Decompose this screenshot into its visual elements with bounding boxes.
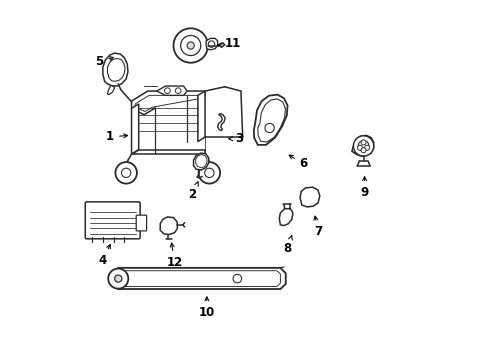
Circle shape (180, 36, 201, 55)
Polygon shape (102, 53, 128, 86)
Polygon shape (193, 153, 208, 170)
Polygon shape (257, 99, 285, 142)
Polygon shape (160, 217, 177, 234)
Circle shape (115, 162, 137, 184)
Polygon shape (279, 209, 292, 226)
Text: 6: 6 (288, 155, 307, 170)
Text: 5: 5 (95, 55, 113, 68)
Circle shape (198, 162, 220, 184)
Circle shape (357, 140, 368, 151)
Polygon shape (131, 104, 139, 154)
Circle shape (187, 42, 194, 49)
Polygon shape (351, 135, 373, 156)
Polygon shape (107, 58, 125, 81)
Circle shape (173, 28, 207, 63)
Text: 11: 11 (218, 37, 241, 50)
Circle shape (360, 148, 366, 153)
Polygon shape (118, 271, 280, 287)
Circle shape (208, 41, 214, 47)
Circle shape (233, 274, 241, 283)
Circle shape (364, 145, 369, 150)
Text: 12: 12 (166, 243, 183, 269)
Polygon shape (195, 154, 206, 168)
Circle shape (353, 136, 373, 156)
Text: 9: 9 (360, 177, 368, 199)
Polygon shape (131, 149, 204, 154)
Circle shape (360, 140, 366, 145)
Polygon shape (253, 95, 287, 145)
Circle shape (264, 123, 274, 133)
Text: 3: 3 (228, 132, 243, 145)
Text: 1: 1 (106, 130, 127, 144)
Polygon shape (135, 95, 198, 112)
Polygon shape (113, 268, 285, 289)
Text: 10: 10 (198, 297, 215, 319)
Polygon shape (156, 86, 187, 95)
Text: 4: 4 (99, 244, 110, 267)
Circle shape (108, 269, 128, 289)
Polygon shape (217, 114, 224, 131)
Polygon shape (107, 86, 115, 95)
FancyBboxPatch shape (136, 215, 146, 231)
Polygon shape (300, 187, 319, 207)
FancyBboxPatch shape (85, 202, 140, 239)
Polygon shape (131, 91, 204, 115)
Circle shape (164, 88, 170, 94)
Circle shape (204, 168, 214, 177)
Circle shape (175, 88, 181, 94)
Circle shape (115, 275, 122, 282)
Text: 7: 7 (313, 216, 322, 238)
Text: 2: 2 (188, 182, 198, 201)
Text: 8: 8 (283, 236, 292, 255)
Circle shape (357, 145, 362, 150)
Polygon shape (198, 91, 204, 141)
Circle shape (121, 168, 131, 177)
Polygon shape (206, 39, 217, 50)
